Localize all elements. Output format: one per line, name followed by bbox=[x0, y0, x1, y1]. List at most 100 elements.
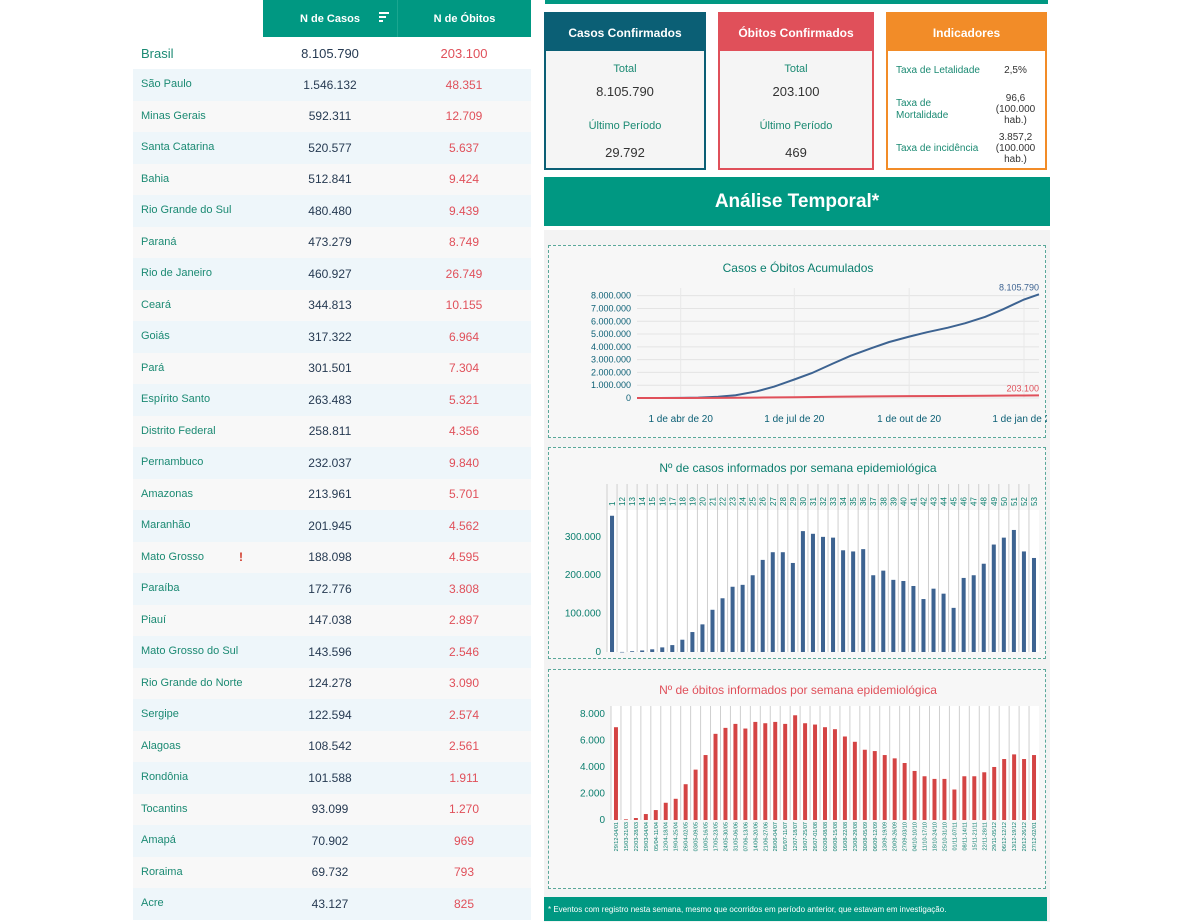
header-deaths[interactable]: N de Óbitos bbox=[398, 0, 531, 37]
table-row[interactable]: Pará 301.501 7.304 bbox=[133, 352, 531, 384]
y-tick-label: 4.000 bbox=[580, 762, 605, 773]
table-row[interactable]: Ceará 344.813 10.155 bbox=[133, 289, 531, 321]
bar bbox=[753, 721, 758, 820]
header-cases[interactable]: N de Casos bbox=[263, 0, 398, 37]
bar bbox=[971, 575, 976, 652]
table-row[interactable]: Espírito Santo 263.483 5.321 bbox=[133, 384, 531, 416]
x-category-label: 39 bbox=[889, 497, 898, 506]
table-row[interactable]: Distrito Federal 258.811 4.356 bbox=[133, 415, 531, 447]
bar bbox=[803, 723, 808, 820]
deaths-value: 5.701 bbox=[448, 487, 480, 502]
y-tick-label: 0 bbox=[595, 647, 601, 658]
bar bbox=[861, 549, 866, 652]
weekly-cases-bar-chart[interactable]: Nº de casos informados por semana epidem… bbox=[549, 448, 1047, 660]
x-category-label: 29/11-05/12 bbox=[992, 822, 998, 851]
sort-icon[interactable] bbox=[379, 12, 389, 24]
cumulative-line-chart[interactable]: Casos e Óbitos Acumulados 8.000.000 7.000.… bbox=[549, 246, 1047, 439]
table-row[interactable]: Acre 43.127 825 bbox=[133, 888, 531, 920]
x-category-label: 50 bbox=[1000, 497, 1009, 506]
y-tick-label: 8.000.000 bbox=[591, 291, 631, 301]
deaths-value: 10.155 bbox=[445, 298, 483, 313]
x-category-label: 35 bbox=[849, 497, 858, 506]
bar bbox=[871, 575, 876, 652]
bar bbox=[912, 770, 917, 820]
bar bbox=[922, 776, 927, 820]
x-category-label: 14 bbox=[638, 497, 647, 506]
bar bbox=[793, 715, 798, 820]
bar bbox=[941, 593, 946, 652]
table-row[interactable]: Amazonas 213.961 5.701 bbox=[133, 478, 531, 510]
table-row[interactable]: Paraíba 172.776 3.808 bbox=[133, 573, 531, 605]
weekly-deaths-bar-chart[interactable]: Nº de óbitos informados por semana epide… bbox=[549, 670, 1047, 890]
cases-value: 43.127 bbox=[311, 896, 349, 911]
kpi-cases-period: 29.792 bbox=[605, 145, 645, 160]
x-category-label: 33 bbox=[829, 497, 838, 506]
x-category-label: 29/12-04/01 bbox=[614, 822, 620, 851]
table-row[interactable]: Alagoas 108.542 2.561 bbox=[133, 730, 531, 762]
bar bbox=[780, 552, 785, 652]
bar bbox=[770, 552, 775, 652]
table-row[interactable]: Piauí 147.038 2.897 bbox=[133, 604, 531, 636]
table-row[interactable]: Paraná 473.279 8.749 bbox=[133, 226, 531, 258]
table-row[interactable]: Amapá 70.902 969 bbox=[133, 825, 531, 857]
x-category-label: 45 bbox=[950, 497, 959, 506]
bar bbox=[763, 723, 768, 820]
x-category-label: 19/04-25/04 bbox=[674, 822, 680, 851]
table-row[interactable]: São Paulo 1.546.132 48.351 bbox=[133, 69, 531, 101]
table-row[interactable]: Goiás 317.322 6.964 bbox=[133, 321, 531, 353]
header-cases-label: N de Casos bbox=[300, 12, 360, 25]
bar bbox=[750, 575, 755, 652]
x-category-label: 22 bbox=[719, 497, 728, 506]
x-category-label: 20/09-26/09 bbox=[893, 822, 899, 851]
table-row[interactable]: Tocantins 93.099 1.270 bbox=[133, 793, 531, 825]
cases-value: 8.105.790 bbox=[301, 45, 359, 61]
x-category-label: 40 bbox=[899, 497, 908, 506]
state-name: Maranhão bbox=[141, 519, 191, 532]
cases-value: 344.813 bbox=[308, 298, 352, 313]
table-row[interactable]: Sergipe 122.594 2.574 bbox=[133, 699, 531, 731]
bar bbox=[633, 818, 638, 820]
x-category-label: 38 bbox=[879, 497, 888, 506]
table-row[interactable]: Maranhão 201.945 4.562 bbox=[133, 510, 531, 542]
x-category-label: 26/07-01/08 bbox=[813, 822, 819, 851]
deaths-value: 5.321 bbox=[448, 392, 480, 407]
cases-value: 232.037 bbox=[308, 455, 352, 470]
bar bbox=[790, 562, 795, 652]
table-row[interactable]: Rio Grande do Norte 124.278 3.090 bbox=[133, 667, 531, 699]
table-row[interactable]: Minas Gerais 592.311 12.709 bbox=[133, 100, 531, 132]
table-row[interactable]: Rio Grande do Sul 480.480 9.439 bbox=[133, 195, 531, 227]
bar bbox=[713, 733, 718, 820]
bar bbox=[942, 778, 947, 820]
x-category-label: 15 bbox=[648, 497, 657, 506]
x-category-label: 26 bbox=[759, 497, 768, 506]
x-category-label: 15/11-21/11 bbox=[972, 822, 978, 851]
x-category-label: 44 bbox=[940, 497, 949, 506]
indicator-row: Taxa de Mortalidade 96,6 (100.000 hab.) bbox=[888, 90, 1045, 129]
state-name: Acre bbox=[141, 897, 164, 910]
bar bbox=[733, 723, 738, 820]
table-row[interactable]: Rondônia 101.588 1.911 bbox=[133, 762, 531, 794]
kpi-deaths-card: Óbitos Confirmados Total 203.100 Último … bbox=[718, 12, 874, 170]
cases-value: 473.279 bbox=[308, 235, 352, 250]
table-row[interactable]: Pernambuco 232.037 9.840 bbox=[133, 447, 531, 479]
table-row[interactable]: Santa Catarina 520.577 5.637 bbox=[133, 132, 531, 164]
x-category-label: 13/09-19/09 bbox=[883, 822, 889, 851]
table-row[interactable]: Roraima 69.732 793 bbox=[133, 856, 531, 888]
x-category-label: 42 bbox=[919, 497, 928, 506]
bar bbox=[630, 651, 635, 652]
deaths-value: 1.911 bbox=[449, 770, 479, 785]
table-row[interactable]: Bahia 512.841 9.424 bbox=[133, 163, 531, 195]
table-row[interactable]: Mato Grosso do Sul 143.596 2.546 bbox=[133, 636, 531, 668]
cases-value: 512.841 bbox=[308, 172, 352, 187]
x-category-label: 27/12-02/01 bbox=[1032, 822, 1038, 851]
table-row-brasil[interactable]: Brasil 8.105.790 203.100 bbox=[133, 37, 531, 69]
bar bbox=[902, 763, 907, 820]
x-category-label: 15/03-21/03 bbox=[624, 822, 630, 851]
table-row[interactable]: Mato Grosso! 188.098 4.595 bbox=[133, 541, 531, 573]
bar bbox=[730, 586, 735, 652]
bar bbox=[680, 639, 685, 652]
x-category-label: 06/12-12/12 bbox=[1002, 822, 1008, 851]
table-row[interactable]: Rio de Janeiro 460.927 26.749 bbox=[133, 258, 531, 290]
deaths-value: 4.562 bbox=[448, 518, 480, 533]
deaths-value: 8.749 bbox=[448, 235, 480, 250]
